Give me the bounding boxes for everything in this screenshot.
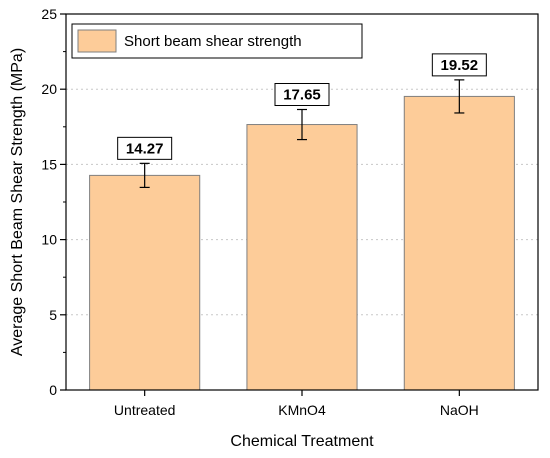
value-label-box (117, 136, 173, 160)
legend-box (71, 23, 363, 59)
bar-kmno4 (246, 124, 358, 391)
legend-label: Short beam shear strength (124, 33, 302, 50)
y-axis-title: Average Short Beam Shear Strength (MPa) (9, 48, 26, 356)
value-label-box (431, 53, 487, 77)
value-labels: 14.27 17.65 19.52 (117, 53, 487, 160)
y-tick-label: 15 (41, 156, 57, 172)
x-tick-label: KMnO4 (278, 402, 326, 418)
bar-naoh (403, 95, 515, 391)
error-bars (139, 79, 465, 189)
plot-frame (65, 13, 539, 391)
y-tick-label: 20 (41, 81, 57, 97)
value-label-box (274, 83, 330, 107)
value-label: 17.65 (283, 87, 321, 104)
value-label: 14.27 (126, 140, 164, 157)
y-tick-label: 5 (49, 307, 57, 323)
legend: Short beam shear strength (71, 23, 363, 59)
x-axis: Untreated KMnO4 NaOH (114, 390, 479, 418)
bars (89, 95, 515, 391)
x-tick-label: NaOH (440, 402, 479, 418)
x-tick-label: Untreated (114, 402, 175, 418)
legend-swatch (77, 29, 117, 53)
bar-untreated (89, 174, 201, 391)
y-axis: 0 5 10 15 20 25 (41, 6, 66, 398)
y-tick-label: 0 (49, 382, 57, 398)
x-axis-title: Chemical Treatment (230, 433, 374, 450)
y-tick-label: 25 (41, 6, 57, 22)
value-label: 19.52 (441, 57, 479, 74)
y-tick-label: 10 (41, 232, 57, 248)
